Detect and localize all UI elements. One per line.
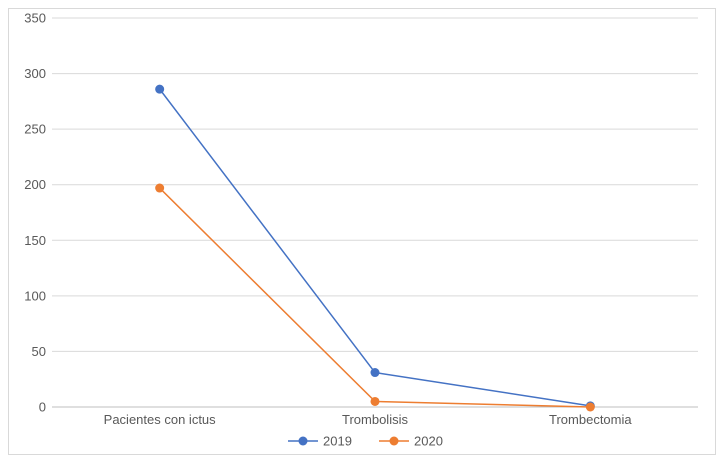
data-point-2019 bbox=[155, 84, 165, 94]
chart-frame bbox=[8, 8, 716, 455]
x-axis-ticks: Pacientes con ictus Trombolisis Trombectom… bbox=[104, 412, 633, 427]
x-tick-label: Trombolisis bbox=[342, 412, 408, 427]
y-tick-label: 100 bbox=[24, 288, 46, 303]
y-tick-label: 200 bbox=[24, 177, 46, 192]
y-tick-label: 0 bbox=[39, 400, 46, 415]
y-tick-label: 300 bbox=[24, 66, 46, 81]
data-point-2019 bbox=[370, 368, 380, 378]
y-tick-label: 350 bbox=[24, 11, 46, 26]
data-point-2020 bbox=[155, 183, 165, 193]
y-tick-label: 50 bbox=[32, 344, 46, 359]
x-tick-label: Pacientes con ictus bbox=[104, 412, 217, 427]
legend-label: 2019 bbox=[323, 434, 352, 449]
legend-marker bbox=[389, 436, 399, 446]
y-tick-label: 150 bbox=[24, 233, 46, 248]
legend-marker bbox=[298, 436, 308, 446]
legend-label: 2020 bbox=[414, 434, 443, 449]
y-tick-label: 250 bbox=[24, 122, 46, 137]
legend: 2019 2020 bbox=[288, 434, 443, 449]
series-line-2019 bbox=[159, 88, 591, 407]
data-point-2020 bbox=[585, 402, 595, 412]
x-tick-label: Trombectomia bbox=[549, 412, 632, 427]
series-group bbox=[155, 84, 595, 412]
data-point-2020 bbox=[370, 396, 380, 406]
gridlines bbox=[52, 17, 698, 408]
y-axis-ticks: 0 50 100 150 200 250 300 350 bbox=[24, 11, 46, 415]
